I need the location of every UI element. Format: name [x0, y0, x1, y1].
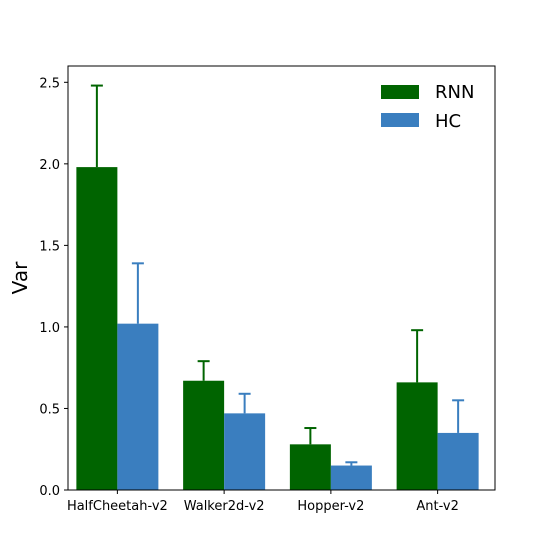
- y-tick-label: 0.0: [39, 484, 60, 499]
- x-tick-label: HalfCheetah-v2: [67, 499, 168, 514]
- legend-swatch-hc: [381, 113, 419, 127]
- errorbar-rnn-hopper-v2: [304, 427, 317, 445]
- legend-swatch-rnn: [381, 85, 419, 99]
- y-tick-label: 0.5: [39, 402, 60, 417]
- bar-hc-walker2d-v2: [224, 413, 266, 490]
- bar-hc-hopper-v2: [330, 465, 372, 490]
- bars-layer: [76, 167, 479, 490]
- errorbar-rnn-walker2d-v2: [197, 360, 210, 381]
- y-tick-label: 1.0: [39, 321, 60, 336]
- y-tick-label: 2.0: [39, 158, 60, 173]
- errorbar-hc-hopper-v2: [345, 461, 358, 466]
- y-tick-label: 1.5: [39, 239, 60, 254]
- legend: RNN HC: [381, 82, 474, 132]
- y-axis-label: Var: [8, 261, 32, 294]
- x-tick-label: Hopper-v2: [297, 499, 364, 514]
- bar-rnn-halfcheetah-v2: [76, 167, 118, 490]
- legend-label-hc: HC: [435, 111, 461, 132]
- errorbar-hc-halfcheetah-v2: [131, 262, 144, 324]
- bar-rnn-ant-v2: [396, 382, 438, 490]
- bar-rnn-walker2d-v2: [183, 380, 225, 490]
- errorbar-hc-walker2d-v2: [238, 392, 251, 414]
- y-tick-label: 2.5: [39, 76, 60, 91]
- errorbar-rnn-halfcheetah-v2: [90, 84, 103, 168]
- bar-rnn-hopper-v2: [289, 444, 331, 490]
- x-axis: HalfCheetah-v2 Walker2d-v2 Hopper-v2 Ant-v2: [67, 490, 459, 514]
- plot-area-frame: [67, 65, 496, 491]
- x-tick-label: Ant-v2: [416, 499, 459, 514]
- errorbar-hc-ant-v2: [452, 399, 465, 433]
- errorbars-layer: [90, 84, 465, 466]
- y-axis: 0.0 0.5 1.0 1.5 2.0 2.5: [39, 76, 68, 499]
- x-tick-label: Walker2d-v2: [184, 499, 265, 514]
- legend-label-rnn: RNN: [435, 82, 474, 103]
- errorbar-rnn-ant-v2: [411, 329, 424, 383]
- bar-hc-ant-v2: [437, 432, 479, 490]
- bar-hc-halfcheetah-v2: [117, 323, 159, 490]
